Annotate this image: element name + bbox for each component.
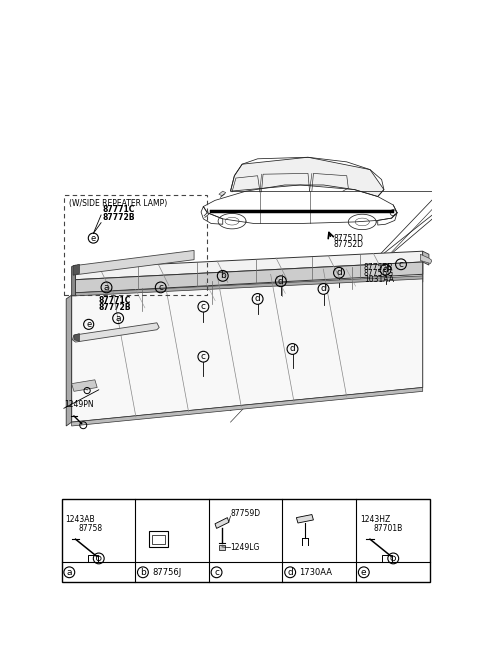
Text: d: d bbox=[383, 265, 388, 274]
Polygon shape bbox=[73, 264, 79, 275]
Text: 1730AA: 1730AA bbox=[300, 568, 333, 577]
Text: 87756J: 87756J bbox=[152, 568, 181, 577]
Bar bbox=[88, 554, 98, 562]
Text: 1249PN: 1249PN bbox=[64, 400, 94, 409]
Text: 87701B: 87701B bbox=[373, 525, 402, 533]
Polygon shape bbox=[72, 260, 423, 422]
Text: 87771C: 87771C bbox=[103, 205, 135, 214]
Text: c: c bbox=[201, 302, 206, 311]
Text: 1249LG: 1249LG bbox=[230, 543, 260, 552]
Text: 87772B: 87772B bbox=[99, 304, 131, 312]
Polygon shape bbox=[423, 251, 429, 265]
Text: d: d bbox=[255, 295, 261, 304]
Bar bbox=[383, 554, 393, 562]
Text: d: d bbox=[289, 344, 295, 354]
Polygon shape bbox=[420, 255, 432, 264]
Bar bbox=[149, 531, 168, 547]
Text: d: d bbox=[288, 568, 293, 577]
Polygon shape bbox=[72, 265, 75, 296]
Text: 1243HZ: 1243HZ bbox=[360, 515, 390, 524]
Text: d: d bbox=[278, 277, 284, 286]
Text: a: a bbox=[115, 314, 121, 323]
Text: c: c bbox=[214, 568, 219, 577]
Polygon shape bbox=[215, 518, 229, 528]
Polygon shape bbox=[66, 295, 72, 426]
Text: 87755B: 87755B bbox=[364, 262, 393, 272]
Text: d: d bbox=[321, 285, 326, 293]
Text: 87771C: 87771C bbox=[99, 296, 131, 305]
Text: 87759D: 87759D bbox=[230, 509, 261, 518]
Polygon shape bbox=[72, 260, 423, 318]
Polygon shape bbox=[219, 545, 225, 550]
Text: 87751D: 87751D bbox=[334, 234, 363, 243]
Text: c: c bbox=[398, 260, 404, 269]
Text: (W/SIDE REPEATER LAMP): (W/SIDE REPEATER LAMP) bbox=[69, 199, 167, 208]
Text: c: c bbox=[201, 352, 206, 361]
Polygon shape bbox=[296, 514, 313, 523]
Text: 87752D: 87752D bbox=[334, 240, 363, 249]
Text: 87772B: 87772B bbox=[103, 213, 135, 222]
Bar bbox=[152, 535, 165, 544]
Text: 87758: 87758 bbox=[79, 525, 103, 533]
Text: b: b bbox=[220, 272, 226, 280]
Polygon shape bbox=[74, 334, 79, 341]
Text: 1031AA: 1031AA bbox=[364, 275, 394, 284]
Text: 1243AB: 1243AB bbox=[65, 515, 95, 524]
Text: b: b bbox=[140, 568, 146, 577]
Text: c: c bbox=[158, 283, 163, 292]
Polygon shape bbox=[73, 251, 194, 275]
Text: e: e bbox=[86, 320, 91, 329]
Polygon shape bbox=[75, 276, 423, 296]
Text: e: e bbox=[91, 234, 96, 243]
Text: a: a bbox=[67, 568, 72, 577]
Text: e: e bbox=[361, 568, 367, 577]
Polygon shape bbox=[219, 191, 226, 195]
Bar bbox=[61, 499, 431, 583]
Polygon shape bbox=[72, 388, 423, 426]
Polygon shape bbox=[75, 251, 423, 279]
Text: a: a bbox=[104, 283, 109, 292]
Polygon shape bbox=[72, 380, 97, 392]
Text: d: d bbox=[336, 268, 342, 277]
Polygon shape bbox=[72, 323, 159, 342]
Polygon shape bbox=[75, 262, 423, 293]
Text: 87756G: 87756G bbox=[364, 269, 394, 278]
Polygon shape bbox=[230, 157, 384, 197]
